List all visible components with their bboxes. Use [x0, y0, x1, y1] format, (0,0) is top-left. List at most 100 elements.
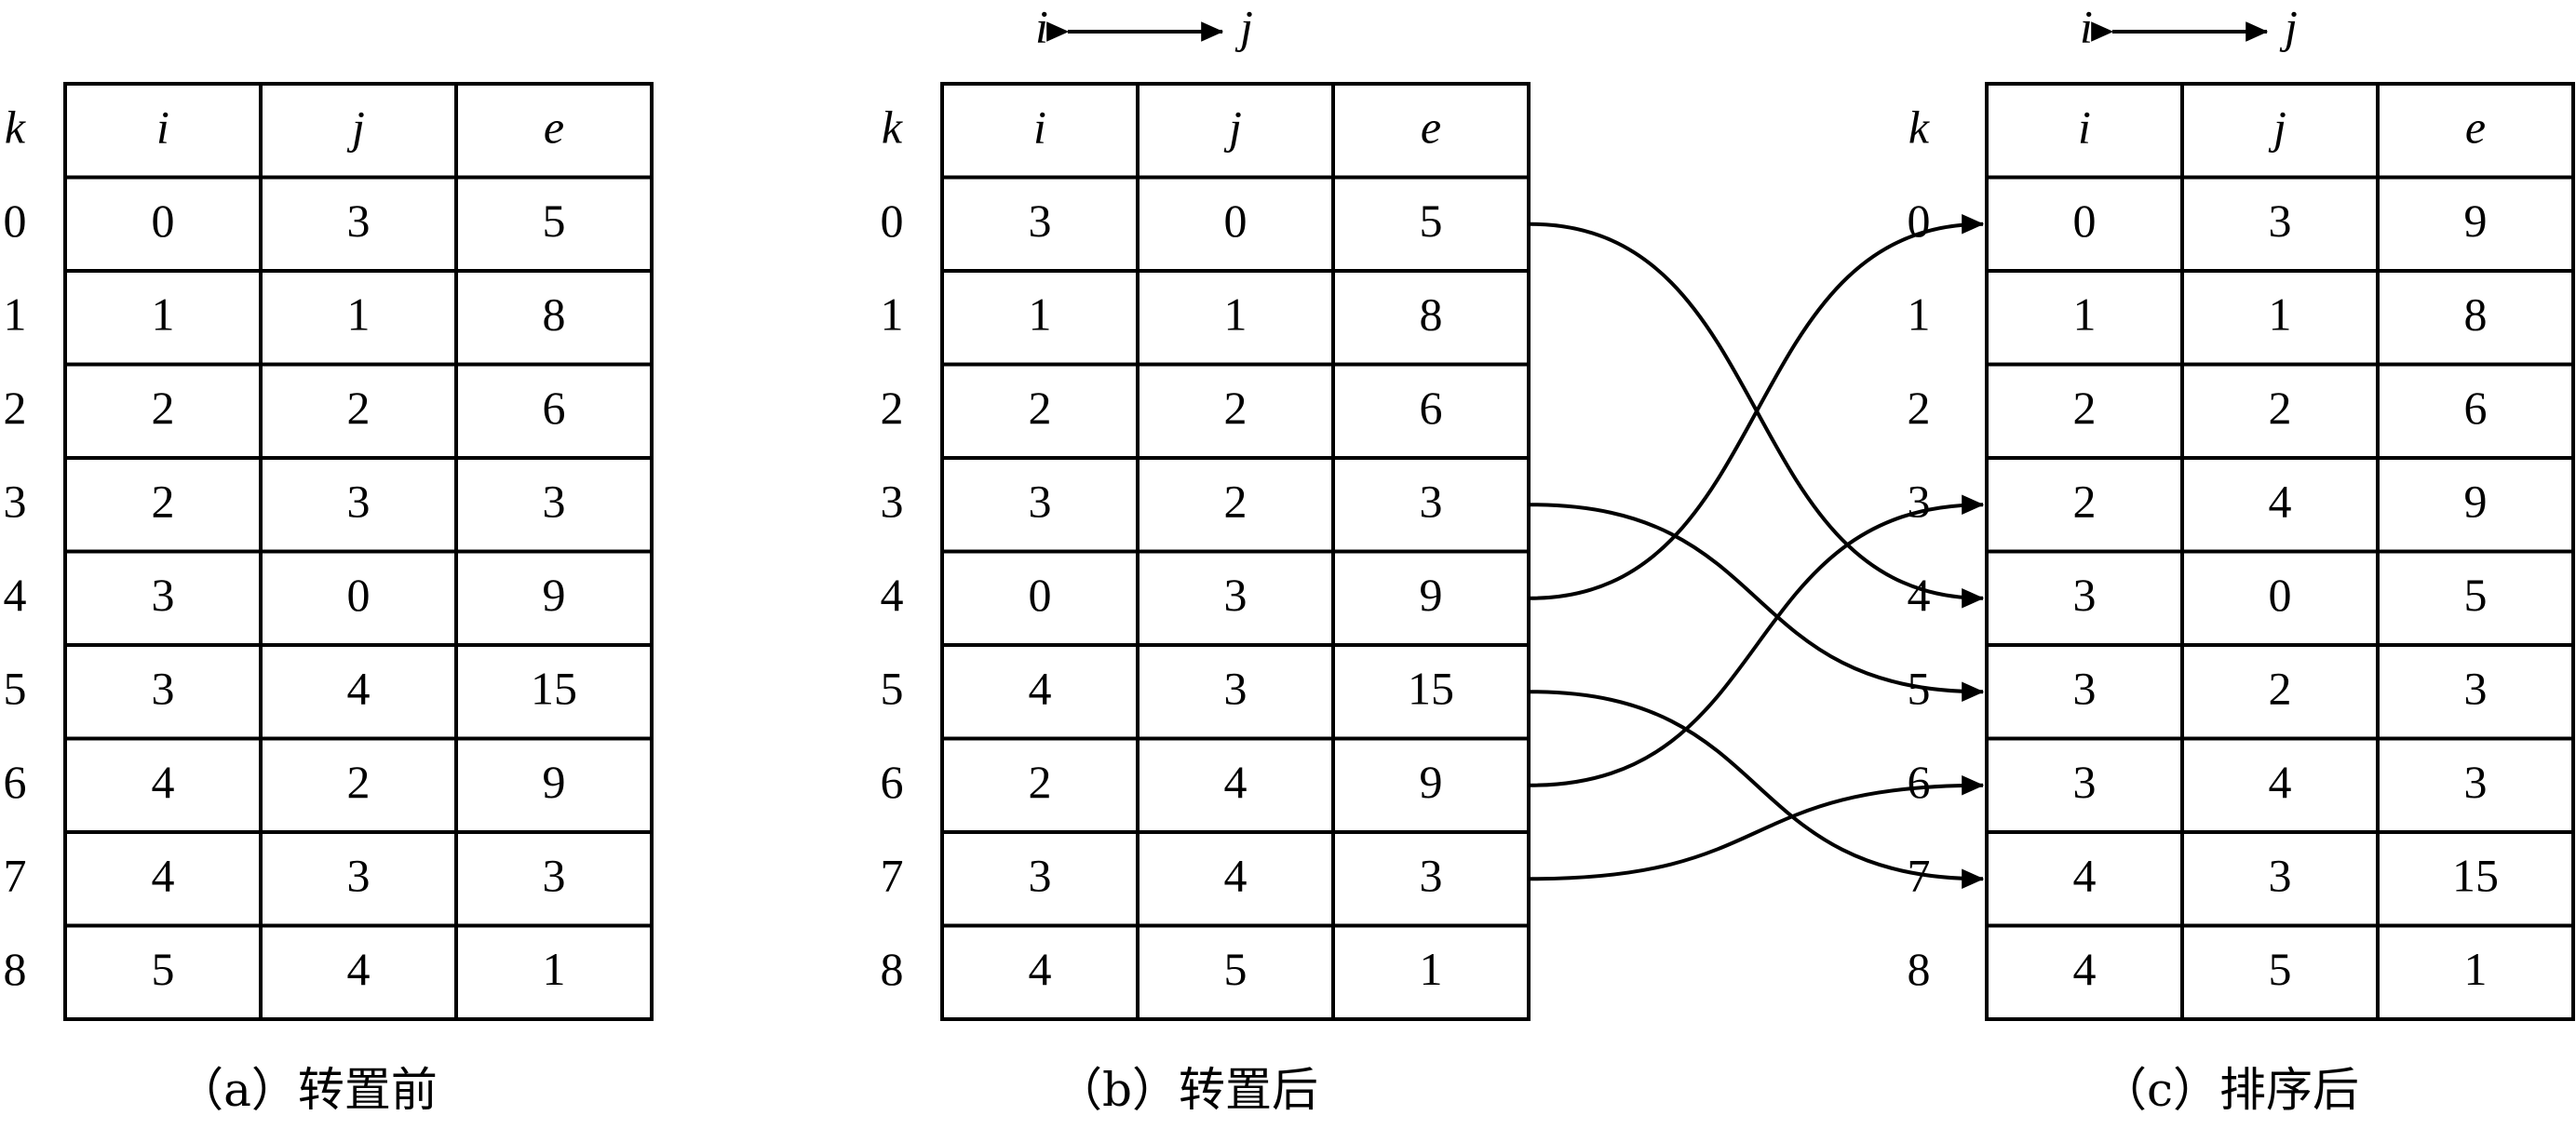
cell-j: 5	[2269, 943, 2292, 995]
cell-j: 1	[1224, 289, 1248, 341]
cell-i: 3	[1029, 195, 1052, 247]
cell-e: 5	[543, 195, 566, 247]
table-caption: （b）转置后	[1056, 1063, 1318, 1117]
cell-j: 2	[1224, 476, 1248, 528]
cell-j: 4	[1224, 850, 1248, 902]
row-index: 5	[881, 663, 904, 715]
table-caption: （a）转置前	[177, 1063, 438, 1117]
swap-i: i	[2080, 0, 2093, 52]
header-e: e	[1421, 101, 1441, 154]
table-caption: （c）排序后	[2100, 1063, 2359, 1117]
cell-e: 3	[1420, 850, 1443, 902]
cell-e: 6	[543, 382, 566, 434]
header-i: i	[156, 101, 169, 154]
cell-j: 4	[2269, 476, 2292, 528]
cell-j: 4	[2269, 756, 2292, 808]
row-index: 2	[1908, 382, 1931, 434]
mapping-arrow	[1531, 504, 1983, 786]
cell-e: 9	[1420, 756, 1443, 808]
row-index: 8	[1908, 943, 1931, 995]
cell-e: 5	[1420, 195, 1443, 247]
cell-i: 3	[152, 663, 175, 715]
row-index: 4	[4, 569, 27, 621]
cell-i: 5	[152, 943, 175, 995]
header-i: i	[1033, 101, 1046, 154]
cell-j: 1	[347, 289, 371, 341]
cell-e: 3	[543, 476, 566, 528]
cell-e: 3	[543, 850, 566, 902]
row-index: 2	[4, 382, 27, 434]
cell-j: 2	[347, 756, 371, 808]
row-index: 8	[4, 943, 27, 995]
cell-j: 3	[1224, 569, 1248, 621]
cell-i: 2	[152, 382, 175, 434]
cell-j: 5	[1224, 943, 1248, 995]
cell-i: 4	[152, 850, 175, 902]
row-index: 4	[1908, 569, 1931, 621]
cell-j: 3	[2269, 195, 2292, 247]
row-index: 6	[1908, 756, 1931, 808]
cell-i: 3	[2073, 569, 2097, 621]
cell-j: 2	[1224, 382, 1248, 434]
cell-j: 2	[2269, 382, 2292, 434]
row-index: 4	[881, 569, 904, 621]
cell-i: 1	[152, 289, 175, 341]
cell-e: 9	[1420, 569, 1443, 621]
cell-j: 1	[2269, 289, 2292, 341]
row-index: 1	[881, 289, 904, 341]
swap-i: i	[1035, 0, 1048, 52]
swap-j: j	[1234, 0, 1253, 52]
cell-i: 3	[152, 569, 175, 621]
header-k: k	[1908, 101, 1930, 154]
header-j: j	[346, 101, 365, 154]
cell-e: 9	[543, 569, 566, 621]
cell-e: 9	[2464, 195, 2488, 247]
row-index: 6	[881, 756, 904, 808]
cell-e: 1	[2464, 943, 2488, 995]
cell-e: 3	[2464, 663, 2488, 715]
cell-i: 4	[2073, 850, 2097, 902]
cell-j: 4	[347, 943, 371, 995]
cell-j: 4	[1224, 756, 1248, 808]
cell-e: 8	[1420, 289, 1443, 341]
cell-j: 2	[2269, 663, 2292, 715]
cell-j: 4	[347, 663, 371, 715]
cell-j: 0	[347, 569, 371, 621]
cell-i: 3	[1029, 476, 1052, 528]
cell-i: 0	[152, 195, 175, 247]
row-index: 3	[881, 476, 904, 528]
table-2: k i j e0 3 0 51 1 1 82 2 2 63 3 2 34 0 3 95 4 3 156 2 4 97 3 4 38 4 5…	[881, 0, 1530, 1117]
cell-e: 1	[1420, 943, 1443, 995]
header-i: i	[2078, 101, 2091, 154]
header-j: j	[2268, 101, 2286, 154]
cell-i: 4	[1029, 663, 1052, 715]
row-index: 3	[4, 476, 27, 528]
cell-e: 1	[543, 943, 566, 995]
swap-label: ij	[2080, 0, 2298, 52]
cell-i: 3	[2073, 663, 2097, 715]
row-index: 3	[1908, 476, 1931, 528]
cell-i: 3	[1029, 850, 1052, 902]
row-index: 8	[881, 943, 904, 995]
row-index: 2	[881, 382, 904, 434]
row-index: 0	[4, 195, 27, 247]
header-e: e	[2465, 101, 2486, 154]
cell-e: 6	[1420, 382, 1443, 434]
cell-i: 3	[2073, 756, 2097, 808]
cell-j: 0	[2269, 569, 2292, 621]
cell-j: 3	[1224, 663, 1248, 715]
cell-j: 3	[347, 195, 371, 247]
cell-e: 9	[543, 756, 566, 808]
cell-e: 15	[1408, 663, 1454, 715]
header-k: k	[5, 101, 26, 154]
cell-j: 3	[347, 476, 371, 528]
cell-i: 4	[2073, 943, 2097, 995]
cell-e: 5	[2464, 569, 2488, 621]
swap-j: j	[2279, 0, 2298, 52]
cell-e: 8	[543, 289, 566, 341]
row-index: 1	[1908, 289, 1931, 341]
cell-j: 3	[2269, 850, 2292, 902]
cell-i: 0	[1029, 569, 1052, 621]
